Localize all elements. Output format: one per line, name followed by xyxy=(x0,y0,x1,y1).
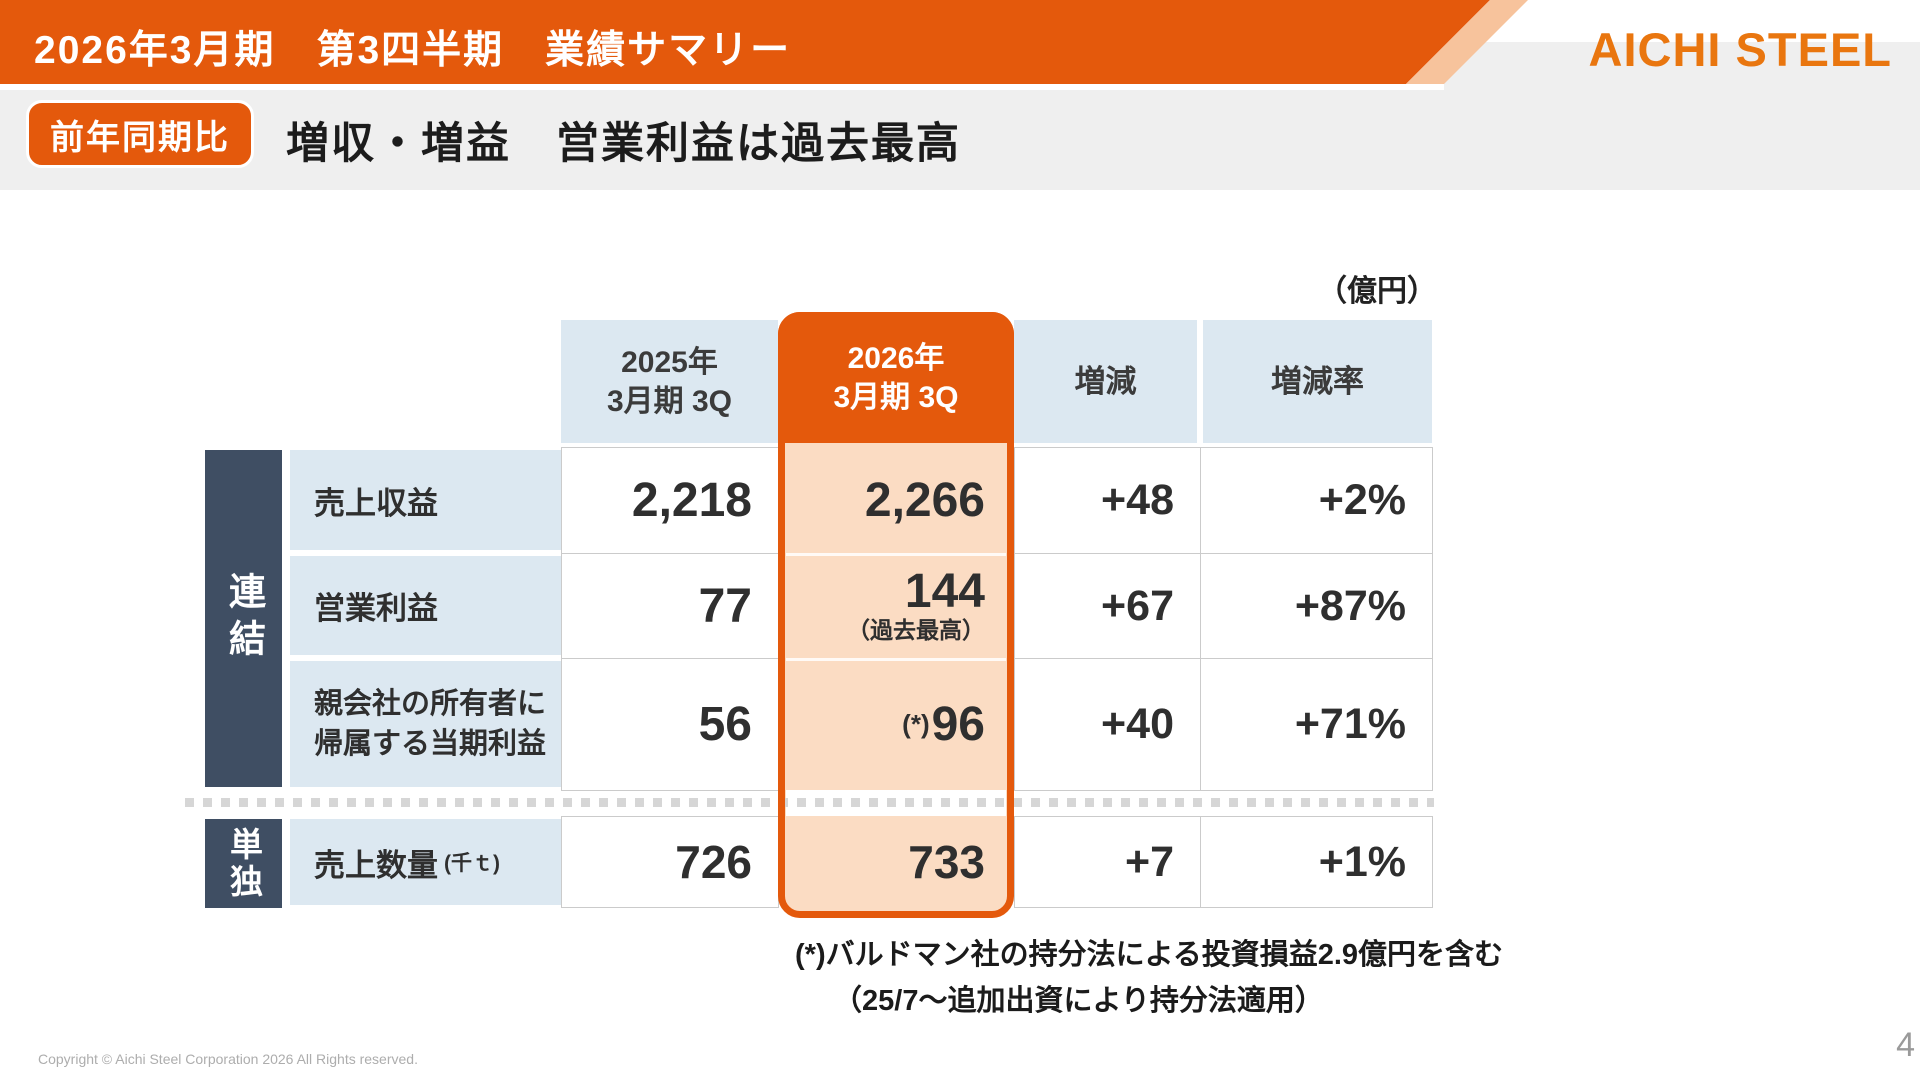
column-header-prev-year-line1: 2025年 xyxy=(621,345,718,379)
cell-revenue-change: +48 xyxy=(1014,447,1201,554)
row-label-sales-volume: 売上数量 (千ｔ) xyxy=(290,819,561,905)
group-band-standalone: 単独 xyxy=(205,819,282,908)
cell-operating-profit-record-note: （過去最高） xyxy=(847,617,985,643)
footnote-line2: （25/7～追加出資により持分法適用） xyxy=(833,985,1324,1017)
cell-revenue-rate: +2% xyxy=(1200,447,1433,554)
group-label-consolidated: 連結 xyxy=(223,571,265,666)
column-header-change-rate: 増減率 xyxy=(1203,320,1432,443)
highlight-row-separator xyxy=(786,658,1006,661)
cell-profit-rate: +71% xyxy=(1200,658,1433,791)
section-dotted-divider xyxy=(185,798,1434,807)
highlight-column-border xyxy=(778,312,1014,918)
page-number: 4 xyxy=(1896,1026,1915,1064)
row-label-profit-line1: 親会社の所有者に xyxy=(314,688,547,720)
footnote: (*)バルドマン社の持分法による投資損益2.9億円を含む （25/7～追加出資に… xyxy=(795,932,1503,1024)
cell-profit-change: +40 xyxy=(1014,658,1201,791)
page-title: 2026年3月期 第3四半期 業績サマリー xyxy=(34,29,792,72)
row-label-sales-volume-unit: (千ｔ) xyxy=(444,852,500,875)
cell-profit-curr-asterisk: (*) xyxy=(902,708,930,739)
cell-profit-curr-value: 96 xyxy=(931,697,985,751)
cell-sales-volume-prev: 726 xyxy=(561,816,779,908)
group-band-consolidated: 連結 xyxy=(205,450,282,787)
cell-operating-profit-change: +67 xyxy=(1014,553,1201,659)
cell-operating-profit-prev: 77 xyxy=(561,553,779,659)
cell-profit-curr: (*) 96 xyxy=(785,658,1007,790)
row-label-sales-volume-text: 売上数量 xyxy=(314,847,438,883)
cell-sales-volume-curr: 733 xyxy=(908,836,985,888)
unit-label: （億円） xyxy=(1317,275,1437,308)
cell-sales-volume-change: +7 xyxy=(1014,816,1201,908)
column-header-prev-year-line2: 3月期 3Q xyxy=(606,384,733,418)
row-label-profit-line2: 帰属する当期利益 xyxy=(314,728,547,760)
footnote-line1: (*)バルドマン社の持分法による投資損益2.9億円を含む xyxy=(795,939,1504,971)
subtitle-band xyxy=(0,90,1920,190)
column-header-change: 増減 xyxy=(1014,320,1197,443)
cell-revenue-prev: 2,218 xyxy=(561,447,779,554)
column-header-current-year-line1: 2026年 xyxy=(847,341,945,375)
comparison-badge: 前年同期比 xyxy=(26,100,254,168)
company-logo: AICHI STEEL xyxy=(1588,23,1892,76)
row-label-revenue: 売上収益 xyxy=(290,450,561,550)
cell-operating-profit-rate: +87% xyxy=(1200,553,1433,659)
subtitle-band-right xyxy=(1444,42,1920,90)
cell-revenue-curr: 2,266 xyxy=(864,473,985,527)
cell-operating-profit-curr: 144 （過去最高） xyxy=(785,553,1007,658)
row-label-profit-attributable: 親会社の所有者に 帰属する当期利益 xyxy=(290,661,561,787)
cell-profit-prev: 56 xyxy=(561,658,779,791)
column-header-prev-year: 2025年 3月期 3Q xyxy=(561,320,778,443)
group-label-standalone: 単独 xyxy=(225,826,263,901)
cell-sales-volume-rate: +1% xyxy=(1200,816,1433,908)
cell-operating-profit-curr-value: 144 xyxy=(904,565,985,618)
header-bar xyxy=(0,0,1490,84)
column-header-current-year: 2026年 3月期 3Q xyxy=(778,312,1014,443)
column-header-current-year-line2: 3月期 3Q xyxy=(833,380,959,414)
row-label-operating-profit: 営業利益 xyxy=(290,556,561,655)
highlight-row-separator xyxy=(786,553,1006,556)
headline: 増収・増益 営業利益は過去最高 xyxy=(286,120,961,168)
copyright: Copyright © Aichi Steel Corporation 2026… xyxy=(38,1051,418,1067)
